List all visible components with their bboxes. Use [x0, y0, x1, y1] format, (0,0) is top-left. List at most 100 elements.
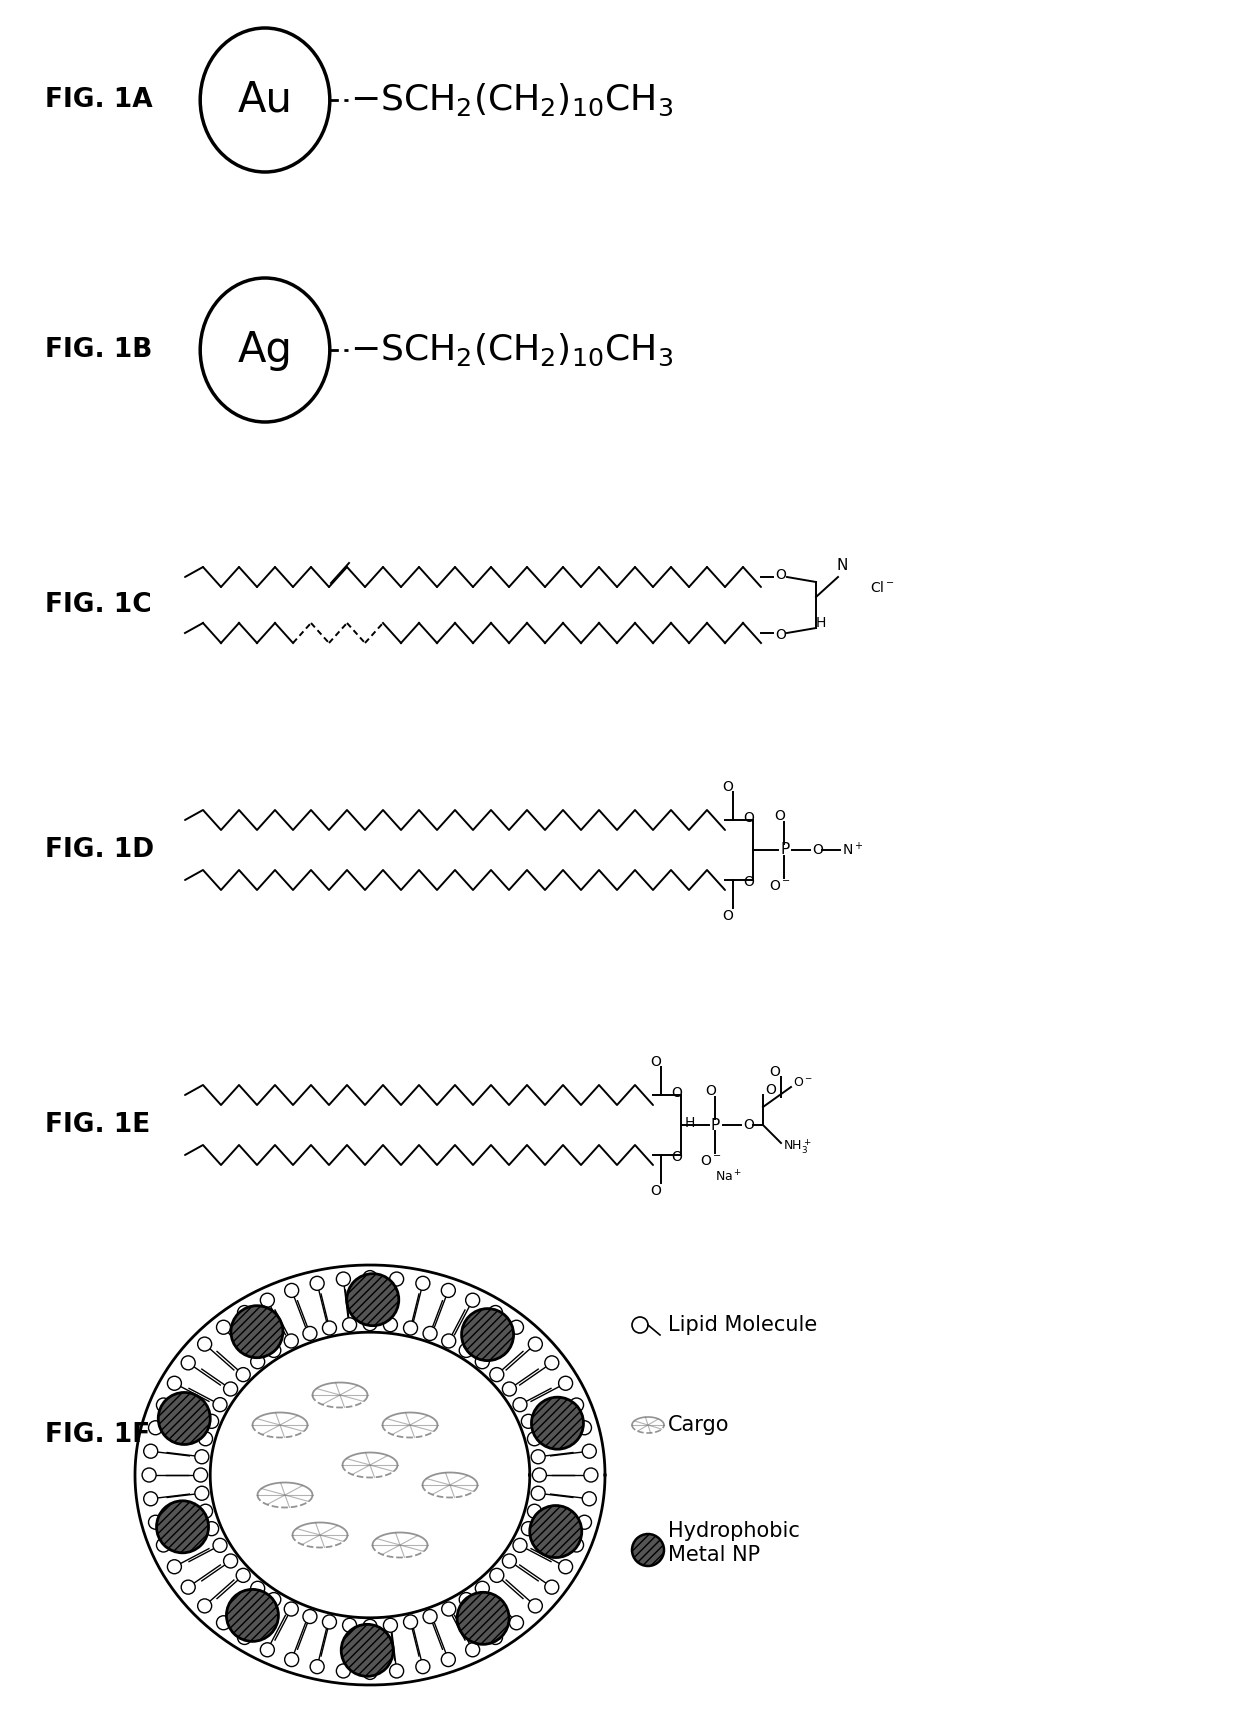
- Text: P: P: [780, 843, 789, 858]
- Circle shape: [363, 1619, 377, 1634]
- Circle shape: [544, 1355, 559, 1369]
- Circle shape: [303, 1326, 317, 1340]
- Text: Ag: Ag: [238, 329, 293, 372]
- Circle shape: [532, 1397, 584, 1450]
- Circle shape: [459, 1593, 474, 1606]
- Circle shape: [383, 1318, 397, 1331]
- Circle shape: [205, 1414, 218, 1428]
- Circle shape: [198, 1431, 212, 1447]
- Circle shape: [531, 1486, 546, 1500]
- Circle shape: [363, 1271, 377, 1285]
- Text: Na$^+$: Na$^+$: [715, 1170, 743, 1185]
- Circle shape: [475, 1355, 490, 1369]
- Circle shape: [322, 1615, 336, 1629]
- Circle shape: [303, 1610, 317, 1624]
- Text: O: O: [812, 843, 823, 857]
- Circle shape: [197, 1336, 212, 1352]
- Circle shape: [213, 1398, 227, 1412]
- Circle shape: [521, 1522, 536, 1536]
- Circle shape: [529, 1505, 582, 1558]
- Circle shape: [223, 1553, 238, 1569]
- Text: NH$_3^+$: NH$_3^+$: [782, 1137, 811, 1156]
- Text: O$^-$: O$^-$: [794, 1077, 813, 1089]
- Text: FIG. 1A: FIG. 1A: [45, 88, 153, 114]
- Text: O: O: [743, 875, 754, 889]
- Circle shape: [217, 1321, 231, 1335]
- Circle shape: [167, 1560, 181, 1574]
- Text: P: P: [711, 1118, 720, 1132]
- Text: O$^-$: O$^-$: [769, 879, 791, 893]
- Text: N: N: [836, 557, 848, 573]
- Text: O: O: [775, 628, 786, 642]
- Circle shape: [583, 1491, 596, 1505]
- Circle shape: [267, 1343, 280, 1357]
- Circle shape: [195, 1450, 208, 1464]
- Circle shape: [347, 1275, 399, 1326]
- Circle shape: [181, 1355, 195, 1369]
- Circle shape: [415, 1660, 430, 1674]
- Circle shape: [342, 1619, 357, 1632]
- Circle shape: [578, 1421, 591, 1434]
- Circle shape: [383, 1619, 397, 1632]
- Circle shape: [459, 1343, 474, 1357]
- Circle shape: [213, 1538, 227, 1553]
- Circle shape: [389, 1663, 404, 1679]
- Circle shape: [569, 1538, 584, 1551]
- Circle shape: [544, 1581, 559, 1594]
- Text: Au: Au: [238, 79, 293, 120]
- Text: O: O: [706, 1084, 717, 1097]
- Circle shape: [441, 1335, 456, 1348]
- Text: FIG. 1C: FIG. 1C: [45, 592, 151, 617]
- Circle shape: [578, 1515, 591, 1529]
- Circle shape: [475, 1581, 490, 1596]
- Text: O: O: [671, 1085, 682, 1101]
- Text: FIG. 1F: FIG. 1F: [45, 1422, 150, 1448]
- Circle shape: [502, 1553, 516, 1569]
- Circle shape: [489, 1631, 502, 1644]
- Circle shape: [583, 1445, 596, 1459]
- Circle shape: [458, 1593, 510, 1644]
- Circle shape: [510, 1321, 523, 1335]
- Text: O: O: [743, 1118, 754, 1132]
- Circle shape: [502, 1381, 516, 1397]
- Circle shape: [149, 1515, 162, 1529]
- Circle shape: [260, 1643, 274, 1656]
- Circle shape: [513, 1398, 527, 1412]
- Circle shape: [632, 1534, 663, 1565]
- Text: FIG. 1D: FIG. 1D: [45, 838, 154, 863]
- Circle shape: [284, 1601, 299, 1617]
- Circle shape: [236, 1569, 250, 1582]
- Circle shape: [167, 1376, 181, 1390]
- Circle shape: [441, 1653, 455, 1667]
- Circle shape: [403, 1615, 418, 1629]
- Circle shape: [260, 1293, 274, 1307]
- Circle shape: [584, 1467, 598, 1483]
- Circle shape: [423, 1610, 436, 1624]
- Circle shape: [310, 1660, 324, 1674]
- Circle shape: [558, 1376, 573, 1390]
- Text: H: H: [816, 616, 826, 630]
- Circle shape: [236, 1367, 250, 1381]
- Text: O: O: [775, 808, 785, 822]
- Text: O: O: [723, 908, 733, 924]
- Circle shape: [250, 1581, 264, 1596]
- Text: O: O: [651, 1054, 661, 1070]
- Circle shape: [415, 1276, 430, 1290]
- Circle shape: [466, 1293, 480, 1307]
- Circle shape: [461, 1309, 513, 1361]
- Circle shape: [489, 1305, 502, 1319]
- Circle shape: [632, 1318, 649, 1333]
- Circle shape: [389, 1273, 404, 1287]
- Circle shape: [144, 1491, 157, 1505]
- Circle shape: [521, 1414, 536, 1428]
- Circle shape: [143, 1467, 156, 1483]
- Circle shape: [284, 1335, 299, 1348]
- Text: H: H: [684, 1116, 696, 1130]
- Circle shape: [181, 1581, 195, 1594]
- Circle shape: [238, 1631, 252, 1644]
- Circle shape: [490, 1367, 503, 1381]
- Circle shape: [238, 1305, 252, 1319]
- Text: O$^-$: O$^-$: [699, 1154, 722, 1168]
- Circle shape: [513, 1538, 527, 1553]
- Circle shape: [569, 1398, 584, 1412]
